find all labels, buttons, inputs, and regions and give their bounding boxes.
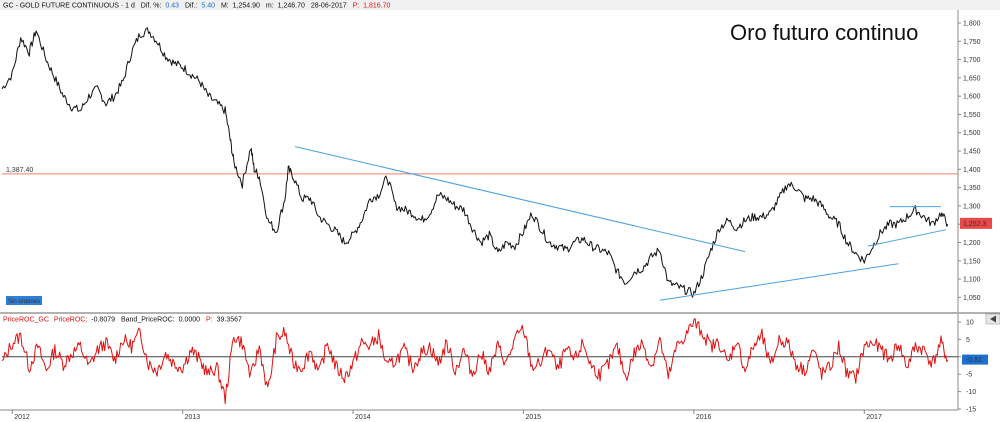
- info-min-value: 1,246.70: [278, 3, 305, 10]
- last-price-marker: 1,252.3: [960, 217, 992, 229]
- badge-label: Sin órdenes: [8, 299, 40, 305]
- info-last-label: P:: [353, 3, 360, 10]
- info-last-value: 1,816.70: [363, 3, 390, 10]
- price-y-ticks: 1,800 1,750 1,700 1,650 1,600 1,550 1,500 1,450…: [958, 20, 981, 302]
- x-tick-label: 2016: [696, 414, 712, 421]
- price-panel: 1,800 1,750 1,700 1,650 1,600 1,550 1,500 1,450…: [1, 10, 992, 312]
- indicator-name: PriceROC_GC: [3, 317, 49, 324]
- roc-tick-label: -10: [966, 389, 976, 396]
- price-tick-label: 1,700: [963, 57, 981, 64]
- price-tick-label: 1,050: [963, 295, 981, 302]
- trendline-2: [659, 263, 899, 301]
- indicator-param-value: -0.8079: [91, 317, 115, 324]
- price-tick-label: 1,350: [963, 185, 981, 192]
- trendline-3: [867, 229, 947, 247]
- price-tick-label: 1,450: [963, 149, 981, 156]
- badge-background: [6, 296, 42, 305]
- info-date: 28-06-2017: [311, 3, 347, 10]
- info-dif-label: Dif.:: [185, 3, 198, 10]
- trendlines: [294, 146, 947, 301]
- info-dif-pct-value: 0.43: [165, 3, 179, 10]
- no-orders-badge[interactable]: Sin órdenes: [6, 296, 42, 305]
- roc-tick-label: 10: [966, 319, 974, 326]
- price-tick-label: 1,300: [963, 203, 981, 210]
- price-tick-label: 1,400: [963, 167, 981, 174]
- indicator-info-line: PriceROC_GC PriceROC: -0.8079 Band_Price…: [3, 317, 242, 324]
- info-line: GC - GOLD FUTURE CONTINUOUS · 1 d Dif. %…: [3, 3, 391, 10]
- info-min-label: m:: [266, 3, 274, 10]
- roc-last-marker: -0.81: [962, 354, 988, 365]
- x-tick-label: 2017: [866, 414, 882, 421]
- level-label: 1,387.40: [6, 167, 33, 174]
- price-tick-label: 1,750: [963, 39, 981, 46]
- last-price-label: 1,252.3: [963, 221, 986, 228]
- arrow-icon: [990, 315, 996, 323]
- roc-y-ticks: 1050-5-10-15: [958, 319, 976, 414]
- price-series-line: [1, 27, 949, 298]
- last-price-box: [960, 217, 992, 229]
- info-dif-pct-label: Dif. %:: [141, 3, 162, 10]
- price-tick-label: 1,200: [963, 240, 981, 247]
- trendline-1: [294, 146, 746, 253]
- info-max-label: M:: [221, 3, 229, 10]
- roc-last-box: [962, 354, 988, 365]
- roc-tick-label: 5: [966, 337, 970, 344]
- chart-title: Oro futuro continuo: [730, 20, 918, 45]
- price-tick-label: 1,800: [963, 20, 981, 27]
- indicator-band-value: 0.0000: [179, 317, 201, 324]
- price-tick-label: 1,650: [963, 75, 981, 82]
- x-tick-label: 2015: [525, 414, 541, 421]
- roc-series-line: [1, 318, 949, 405]
- indicator-param-label: PriceROC:: [54, 317, 88, 324]
- x-tick-label: 2012: [14, 414, 30, 421]
- price-tick-label: 1,150: [963, 258, 981, 265]
- roc-panel: 1050-5-10-15 -0.81: [1, 314, 988, 414]
- scroll-right-arrow[interactable]: [985, 313, 1000, 325]
- info-max-value: 1,254.90: [233, 3, 260, 10]
- indicator-p-value: 39.3567: [217, 317, 242, 324]
- price-tick-label: 1,550: [963, 112, 981, 119]
- price-tick-label: 1,100: [963, 277, 981, 284]
- roc-last-label: -0.81: [966, 357, 982, 364]
- price-tick-label: 1,500: [963, 130, 981, 137]
- x-tick-label: 2014: [355, 414, 371, 421]
- indicator-p-label: P:: [206, 317, 213, 324]
- header-bar: [0, 0, 1000, 10]
- roc-tick-label: -15: [966, 407, 976, 414]
- roc-tick-label: -5: [966, 372, 972, 379]
- x-axis-ticks: 2012 2013 2014 2015 2016 2017: [11, 410, 882, 421]
- indicator-band-label: Band_PriceROC:: [121, 317, 175, 324]
- x-tick-label: 2013: [185, 414, 201, 421]
- price-tick-label: 1,600: [963, 94, 981, 101]
- info-dif-value: 5.40: [201, 3, 215, 10]
- info-symbol: GC - GOLD FUTURE CONTINUOUS · 1 d: [3, 3, 135, 10]
